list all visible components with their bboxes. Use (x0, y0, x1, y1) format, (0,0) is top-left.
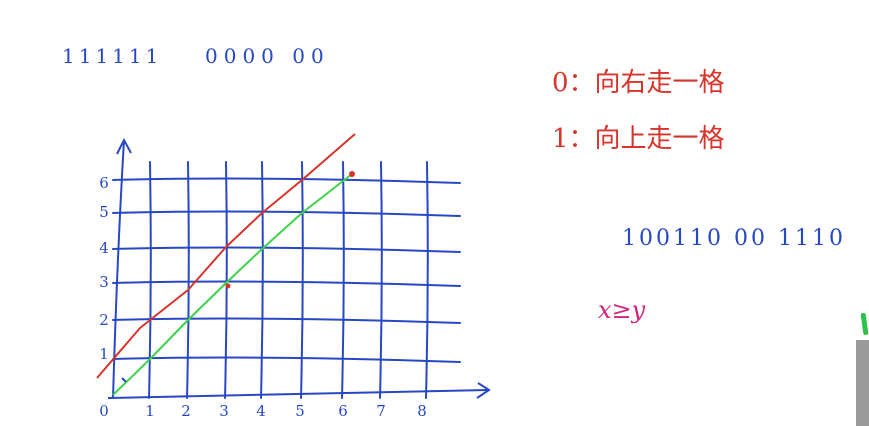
x-tick-label: 6 (338, 402, 348, 420)
x-tick-label: 1 (145, 402, 155, 420)
x-tick-label: 7 (376, 402, 386, 420)
grid-horizontal-line (112, 177, 461, 184)
x-tick-label: 0 (99, 402, 109, 420)
x-tick-label: 8 (417, 402, 427, 420)
side-panel-strip (856, 340, 869, 426)
x-axis (107, 389, 489, 399)
right-sequence: 100110 00 1110 (622, 226, 846, 251)
y-tick-label: 2 (99, 311, 109, 329)
y-tick-label: 3 (99, 273, 109, 291)
legend-zero-right: 0：向右走一格 (552, 68, 725, 98)
origin-tick-mark (121, 377, 127, 383)
grid-vertical-line (425, 161, 429, 399)
grid-horizontal-line (112, 210, 461, 217)
condition-text: x≥y (598, 296, 646, 324)
top-sequence-ones: 111111 (62, 44, 163, 68)
x-axis-arrow (476, 382, 491, 399)
grid-horizontal-line (112, 280, 461, 287)
grid-horizontal-line (112, 317, 461, 324)
x-tick-label: 3 (219, 402, 229, 420)
x-tick-label: 4 (256, 402, 266, 420)
grid-vertical-line (260, 161, 264, 399)
x-tick-label: 2 (181, 402, 191, 420)
y-tick-label: 5 (99, 203, 109, 221)
paths (96, 133, 356, 396)
grid-vertical-line (379, 161, 383, 399)
top-sequence-zeros: 0000 00 (205, 44, 330, 68)
legend-one-up: 1：向上走一格 (552, 124, 725, 154)
grid-vertical-line (341, 161, 345, 399)
endpoint-dot (349, 171, 355, 177)
green-path (112, 173, 353, 396)
y-tick-label: 4 (99, 239, 109, 257)
y-tick-label: 6 (99, 174, 109, 192)
grid-lines (112, 161, 461, 399)
grid-horizontal-line (112, 356, 461, 363)
y-tick-label: 1 (99, 345, 109, 363)
red-boundary-line (96, 133, 356, 379)
grid-vertical-line (148, 161, 152, 399)
grid-vertical-line (224, 161, 228, 399)
tick-labels: 0 1 2 3 4 5 6 7 8 1 2 3 4 5 6 (99, 174, 427, 420)
x-tick-label: 5 (295, 402, 305, 420)
grid-vertical-line (186, 161, 190, 399)
axes (107, 137, 491, 399)
midpoint-dot (225, 283, 231, 289)
y-axis (112, 139, 125, 399)
y-axis-arrow (116, 137, 132, 155)
grid-horizontal-line (112, 246, 461, 253)
grid-vertical-line (300, 161, 304, 399)
